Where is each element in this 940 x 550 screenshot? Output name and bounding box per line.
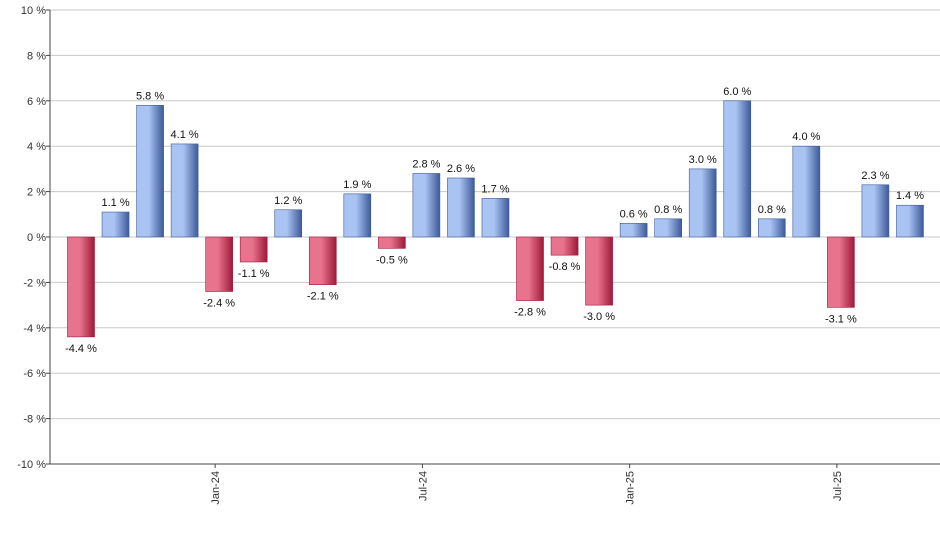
positive-bar [343,193,372,238]
x-tick-label: Jul-25 [832,471,844,501]
axes [49,10,940,468]
positive-bar [619,223,648,238]
y-tick-label: -2 % [23,277,46,289]
data-labels: -4.4 % 1.1 % 5.8 % 4.1 % -2.4 % -1.1 % 1.2 % -2… [65,86,924,355]
positive-bar [136,105,164,238]
positive-bar [896,204,924,238]
positive-bar [757,218,786,238]
negative-bar [205,236,233,292]
y-tick-label: 0 % [27,232,46,244]
data-label: -2.1 % [307,291,339,303]
data-label: 5.8 % [136,90,164,102]
data-label: -2.8 % [514,307,546,319]
data-label: 4.0 % [792,131,820,143]
data-label: 1.9 % [343,179,371,191]
data-label: 6.0 % [723,86,751,98]
data-label: 3.0 % [689,154,717,166]
positive-bar [481,198,510,238]
data-label: 2.6 % [447,163,475,175]
data-label: 0.8 % [758,204,786,216]
positive-bar [412,173,441,238]
y-tick-label: -10 % [17,459,46,471]
negative-bar [827,236,855,308]
positive-bar [654,218,682,238]
data-label: 2.8 % [412,158,440,170]
positive-bar [723,100,752,238]
data-label: 1.4 % [896,190,924,202]
y-tick-label: 4 % [27,141,46,153]
negative-bar [67,236,95,338]
negative-bar [378,236,406,249]
y-tick-label: -8 % [23,414,46,426]
data-label: -3.0 % [583,311,615,323]
bars [67,100,924,338]
data-label: 1.2 % [274,195,302,207]
x-tick-label: Jan-24 [210,471,222,505]
negative-bar [239,236,268,263]
data-label: -0.8 % [549,261,581,273]
positive-bar [792,145,821,238]
data-label: 1.1 % [101,197,129,209]
y-tick-label: -6 % [23,368,46,380]
positive-bar [101,211,130,238]
positive-bar [447,177,475,238]
x-tick-label: Jul-24 [417,471,429,501]
data-label: -3.1 % [825,313,857,325]
y-tick-label: -4 % [23,323,46,335]
negative-bar [585,236,613,306]
x-axis-tick-labels: Jan-24 Jul-24 Jan-25 Jul-25 [210,471,844,505]
data-label: -1.1 % [238,268,270,280]
positive-bar [688,168,717,238]
data-label: 0.6 % [620,208,648,220]
negative-bar [550,236,579,256]
y-tick-label: 8 % [27,50,46,62]
y-tick-label: 10 % [21,5,46,17]
negative-bar [308,236,337,285]
x-tick-label: Jan-25 [625,471,637,505]
data-label: -0.5 % [376,254,408,266]
data-label: 4.1 % [171,129,199,141]
positive-bar [861,184,890,238]
data-label: -4.4 % [65,343,97,355]
positive-bar [274,209,303,238]
data-label: 1.7 % [481,183,509,195]
positive-bar [170,143,199,238]
y-tick-label: 6 % [27,96,46,108]
y-axis-tick-labels: 10 % 8 % 6 % 4 % 2 % 0 % -2 % -4 % -6 % -8 % -10 % [17,5,46,471]
data-label: -2.4 % [203,297,235,309]
y-tick-label: 2 % [27,187,46,199]
negative-bar [516,236,544,301]
data-label: 2.3 % [861,170,889,182]
data-label: 0.8 % [654,204,682,216]
